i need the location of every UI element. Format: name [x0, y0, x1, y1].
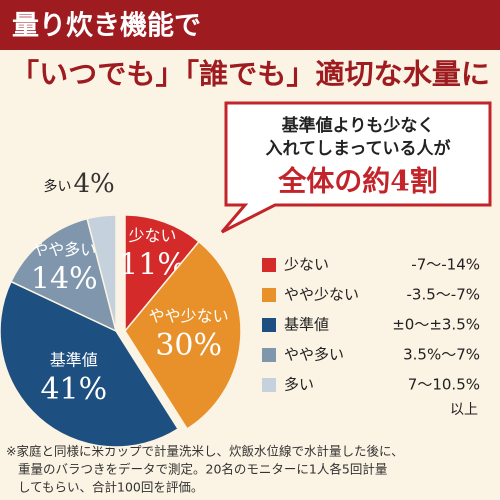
- pie-slice: [124, 214, 200, 334]
- legend-range: -7〜-14%: [411, 256, 480, 274]
- legend-range: 3.5%〜7%: [403, 346, 480, 364]
- pie-slice: [86, 214, 117, 332]
- footnote: 重量のバラつきをデータで測定。20名のモニターに1人各5回計量: [18, 462, 387, 477]
- legend-swatch: [262, 288, 276, 302]
- legend-range: ±0〜±3.5%: [392, 316, 480, 334]
- legend-label: 少ない: [284, 256, 329, 274]
- legend-label: 基準値: [284, 316, 329, 334]
- slice-name: やや少ない: [149, 307, 229, 326]
- callout-line: 基準値よりも少なく: [281, 115, 435, 136]
- slice-value-label: 41%: [40, 372, 107, 407]
- header-subtitle: 「いつでも」「誰でも」適切な水量に: [10, 58, 490, 91]
- pie-slice: [10, 217, 118, 333]
- header-band: [0, 0, 500, 50]
- slice-name: やや多い: [32, 240, 96, 259]
- legend-swatch: [262, 318, 276, 332]
- slice-value-label: 14%: [31, 261, 98, 296]
- slice-value-label: 30%: [155, 328, 222, 363]
- callout-line: 入れてしまっている人が: [266, 138, 451, 159]
- legend-swatch: [262, 378, 276, 392]
- legend-range: -3.5〜-7%: [407, 286, 480, 304]
- footnote: ※家庭と同様に米カップで計量洗米し、炊飯水位線で水計量した後に、: [6, 444, 404, 459]
- footnote: してもらい、合計100回を評価。: [18, 480, 203, 495]
- legend-swatch: [262, 348, 276, 362]
- legend-label: 多い: [284, 376, 314, 394]
- slice-name: 基準値: [50, 350, 98, 369]
- slice-name: 多い: [43, 178, 71, 195]
- range-note: 以上: [450, 402, 478, 418]
- pie-slice: [0, 280, 180, 448]
- slice-value-label: 4%: [73, 169, 114, 199]
- callout-bubble: [220, 101, 492, 234]
- legend-label: やや少ない: [284, 286, 359, 304]
- pie-slice: [124, 240, 242, 430]
- legend-label: やや多い: [284, 346, 344, 364]
- legend-swatch: [262, 258, 276, 272]
- header-title: 量り炊き機能で: [12, 10, 201, 42]
- legend-range: 7〜10.5%: [408, 376, 480, 394]
- slice-name: 少ない: [128, 226, 176, 245]
- callout-emphasis: 全体の約4割: [277, 165, 437, 198]
